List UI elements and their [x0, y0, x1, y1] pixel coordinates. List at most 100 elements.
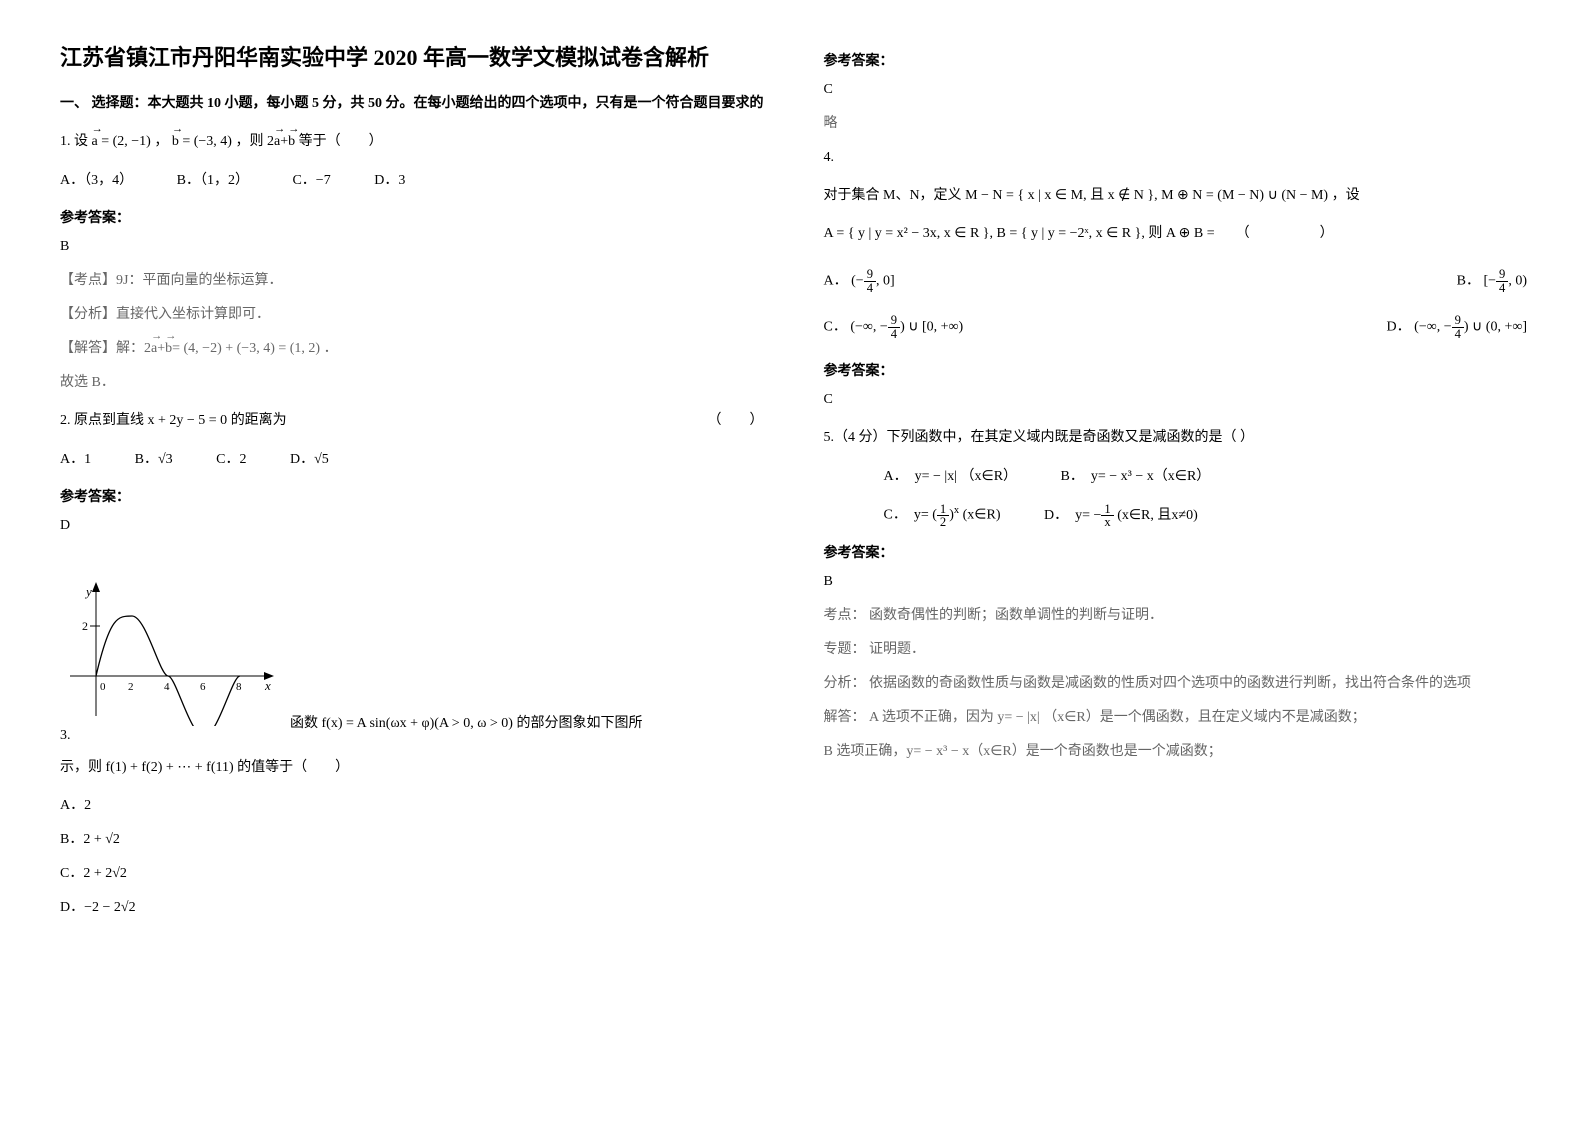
q3-p1: 函数	[290, 716, 322, 731]
q5-opt-b: B． y= − x³ − x（x∈R）	[1061, 462, 1211, 493]
q2-eq: x + 2y − 5 = 0	[148, 413, 228, 428]
q2-opt-c: C．2	[216, 445, 246, 476]
q5-zt-label: 专题：	[824, 642, 866, 657]
q3-opt-d: D．−2 − 2√2	[60, 894, 764, 922]
q3-graph-wrapper: 2 y x 0 2 4 6 8 3.	[60, 546, 280, 744]
q4-paren: （ ）	[1236, 226, 1334, 241]
q2-prefix: 2. 原点到直线	[60, 413, 144, 428]
q5-d-label: D．	[1044, 508, 1068, 523]
kd-label: 【考点】	[60, 273, 116, 288]
q4-l1-suffix: ，设	[1332, 188, 1360, 203]
q5-fx-text: 依据函数的奇函数性质与函数是减函数的性质对四个选项中的函数进行判断，找出符合条件…	[869, 676, 1471, 691]
q5-jd-a: 解答： A 选项不正确，因为 y= − |x| （x∈R）是一个偶函数，且在定义…	[824, 704, 1528, 732]
q3-graph-svg: 2 y x 0 2 4 6 8	[60, 556, 280, 726]
q2-stem: 2. 原点到直线 x + 2y − 5 = 0 的距离为	[60, 407, 287, 435]
q3-opt-a: A．2	[60, 792, 764, 820]
q3-answer-label: 参考答案：	[824, 50, 1528, 70]
q3-p2: 的部分图象如下图所	[513, 716, 643, 731]
q4-l1-prefix: 对于集合 M、N，定义	[824, 188, 966, 203]
q4-c-label: C．	[824, 320, 847, 335]
q1-opt-d: D．3	[374, 166, 405, 197]
q3-opt-b: B．2 + √2	[60, 826, 764, 854]
vector-b2: b	[288, 128, 295, 156]
q3-l2-suffix: 的值等于（ ）	[234, 760, 350, 775]
xtick-6: 6	[200, 681, 206, 693]
y-tick-label: 2	[82, 619, 88, 633]
q1-suffix: 等于（ ）	[299, 134, 383, 149]
xtick-0: 0	[100, 681, 106, 693]
q5-kd-text: 函数奇偶性的判断；函数单调性的判断与证明．	[869, 608, 1163, 623]
q3-note: 略	[824, 110, 1528, 138]
q3-fn: f(x) = A sin(ωx + φ)(A > 0, ω > 0)	[322, 716, 513, 731]
q5-opt-c: C． y= (12)x (x∈R)	[884, 499, 1001, 531]
question-3-row: 2 y x 0 2 4 6 8 3. 函数 f(x) = A sin(ωx + …	[60, 546, 764, 744]
vector-b: b	[172, 128, 179, 156]
question-1: 1. 设 a = (2, −1) ， b = (−3, 4) ，则 2a+b 等…	[60, 128, 764, 156]
exam-page: 江苏省镇江市丹阳华南实验中学 2020 年高一数学文模拟试卷含解析 一、 选择题…	[60, 40, 1527, 928]
q5-fx-label: 分析：	[824, 676, 866, 691]
q2-opt-d: D．√5	[290, 445, 329, 476]
kd-text: 9J：平面向量的坐标运算．	[116, 273, 282, 288]
q4-opt-a: A． (−94, 0]	[824, 268, 895, 294]
q5-zt-text: 证明题．	[869, 642, 925, 657]
q5-opt-d: D． y= −1x (x∈R, 且x≠0)	[1044, 501, 1198, 532]
q2-answer-label: 参考答案：	[60, 486, 764, 506]
q1-stem-prefix: 1. 设	[60, 134, 88, 149]
question-4: 对于集合 M、N，定义 M − N = { x | x ∈ M, 且 x ∉ N…	[824, 182, 1528, 210]
q2-suffix: 的距离为	[231, 413, 287, 428]
xtick-8: 8	[236, 681, 242, 693]
q2-answer: D	[60, 512, 764, 540]
q4-answer-label: 参考答案：	[824, 360, 1528, 380]
q1-b-val: = (−3, 4) ，则 2	[182, 134, 274, 149]
q5-c-label: C．	[884, 508, 907, 523]
fx-label: 【分析】	[60, 307, 116, 322]
jd-prefix: 解：2	[116, 341, 151, 356]
q4-l1-def: M − N = { x | x ∈ M, 且 x ∉ N }, M ⊕ N = …	[965, 188, 1328, 203]
q3-stem-right: 函数 f(x) = A sin(ωx + φ)(A > 0, ω > 0) 的部…	[290, 710, 764, 744]
jd-label: 【解答】	[60, 341, 116, 356]
xtick-2: 2	[128, 681, 134, 693]
q3-answer: C	[824, 76, 1528, 104]
q4-opt-d: D． (−∞, −94) ∪ (0, +∞]	[1387, 314, 1527, 340]
q4-l2: A = { y | y = x² − 3x, x ∈ R }, B = { y …	[824, 226, 1215, 241]
q5-answer-label: 参考答案：	[824, 542, 1528, 562]
q5-kd-label: 考点：	[824, 608, 866, 623]
vector-a2: a	[274, 128, 280, 156]
q3-l2-prefix: 示，则	[60, 760, 106, 775]
q2-opt-b: B．√3	[135, 445, 173, 476]
exam-title: 江苏省镇江市丹阳华南实验中学 2020 年高一数学文模拟试卷含解析	[60, 40, 764, 75]
q4-opt-b: B． [−94, 0)	[1457, 268, 1527, 294]
q2-opt-a: A．1	[60, 445, 91, 476]
q5-zt: 专题： 证明题．	[824, 636, 1528, 664]
y-arrow-icon	[92, 582, 100, 592]
q5-jd-b: B 选项正确，y= − x³ − x（x∈R）是一个奇函数也是一个减函数；	[824, 738, 1528, 766]
q4-number: 4.	[824, 144, 1528, 172]
q1-a-val: = (2, −1) ，	[101, 134, 168, 149]
x-axis-label: x	[264, 678, 271, 693]
vector-b3: b	[165, 335, 172, 363]
q1-explain-jd: 【解答】解：2a+b= (4, −2) + (−3, 4) = (1, 2) ．	[60, 335, 764, 363]
q5-kd: 考点： 函数奇偶性的判断；函数单调性的判断与证明．	[824, 602, 1528, 630]
jd-rest: = (4, −2) + (−3, 4) = (1, 2) ．	[172, 341, 337, 356]
q4-options-row1: A． (−94, 0] B． [−94, 0)	[824, 268, 1528, 294]
q4-answer: C	[824, 386, 1528, 414]
q5-opt-a: A． y= − |x| （x∈R）	[884, 462, 1018, 493]
question-5: 5.（4 分）下列函数中，在其定义域内既是奇函数又是减函数的是（ ）	[824, 424, 1528, 452]
q5-options-row2: C． y= (12)x (x∈R) D． y= −1x (x∈R, 且x≠0)	[824, 499, 1528, 531]
fx-text: 直接代入坐标计算即可．	[116, 307, 270, 322]
xtick-4: 4	[164, 681, 170, 693]
q1-answer: B	[60, 233, 764, 261]
q1-opt-b: B．（1，2）	[177, 166, 249, 197]
q2-options: A．1 B．√3 C．2 D．√5	[60, 445, 764, 476]
q4-d-label: D．	[1387, 320, 1411, 335]
q4-a-label: A．	[824, 273, 848, 288]
q1-explain-kd: 【考点】9J：平面向量的坐标运算．	[60, 267, 764, 295]
q1-options: A．（3，4） B．（1，2） C．−7 D．3	[60, 166, 764, 197]
vector-a3: a	[151, 335, 157, 363]
q5-fx: 分析： 依据函数的奇函数性质与函数是减函数的性质对四个选项中的函数进行判断，找出…	[824, 670, 1528, 698]
q1-explain-end: 故选 B．	[60, 369, 764, 397]
sine-curve	[96, 616, 240, 726]
q3-line2: 示，则 f(1) + f(2) + ⋯ + f(11) 的值等于（ ）	[60, 754, 764, 782]
q5-answer: B	[824, 568, 1528, 596]
q3-opt-c: C．2 + 2√2	[60, 860, 764, 888]
